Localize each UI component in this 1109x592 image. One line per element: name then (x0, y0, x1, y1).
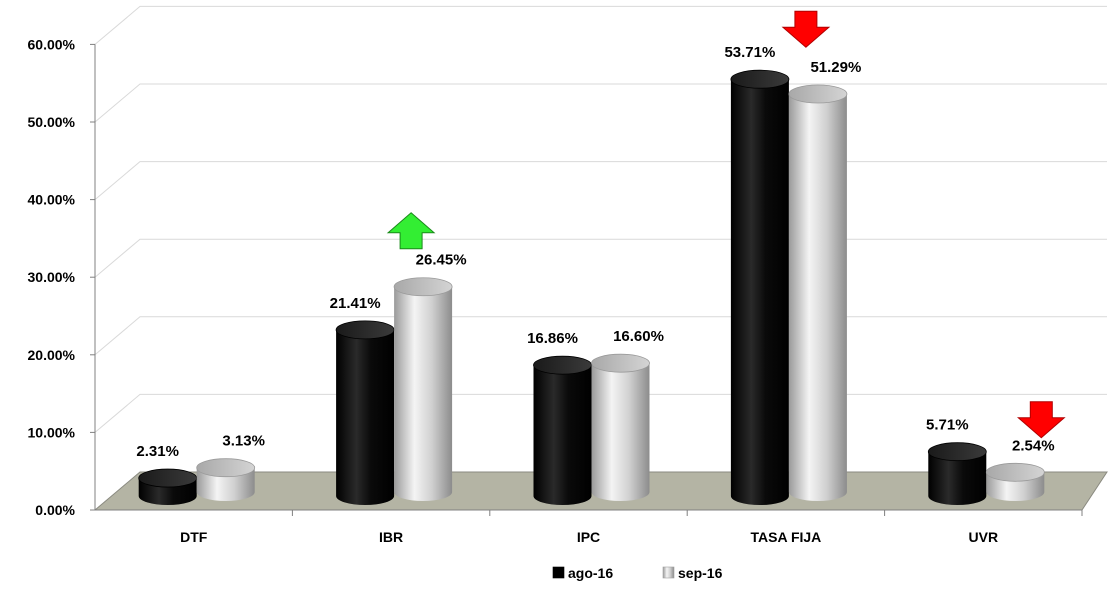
bar-body (533, 365, 592, 505)
data-label: 3.13% (222, 433, 265, 450)
bar-top (393, 277, 453, 297)
bar-top (138, 468, 198, 488)
bar-body (336, 329, 395, 505)
data-label: 16.60% (613, 328, 664, 345)
gridline (94, 161, 1107, 200)
bar-body (788, 93, 847, 502)
bar (393, 277, 453, 501)
arrow-up-icon (386, 212, 436, 250)
bar-body (730, 79, 789, 506)
axes: 0.00% 10.00% 20.00% 30.00% 40.00% 50.00% 60.00… (28, 36, 1083, 545)
y-tick-label: 20.00% (28, 347, 76, 363)
bar-top (196, 458, 256, 478)
legend: ago-16 sep-16 (552, 565, 723, 581)
data-labels: 2.31% 3.13% 21.41% 26.45% 16.86% 16.60% 53.71%… (136, 44, 1054, 460)
bar (533, 355, 592, 505)
bar (985, 462, 1045, 501)
data-label: 26.45% (416, 252, 467, 269)
trend-arrows (386, 10, 1066, 439)
y-tick-label: 10.00% (28, 424, 76, 440)
bar-top (730, 69, 790, 89)
gridline (94, 238, 1107, 278)
bar (788, 84, 848, 502)
gridline (94, 5, 1107, 45)
bar-top (927, 442, 987, 462)
legend-label: sep-16 (678, 565, 723, 581)
bar (196, 458, 256, 501)
arrow-down-icon (781, 10, 831, 48)
y-tick-label: 60.00% (28, 36, 76, 52)
bar-body (394, 286, 453, 501)
bar-top (591, 353, 650, 373)
gridline (94, 83, 1107, 123)
data-label: 51.29% (810, 59, 861, 76)
category-label: UVR (969, 529, 999, 545)
category-label: DTF (180, 529, 208, 545)
bar-body (928, 451, 987, 505)
bar (927, 442, 987, 505)
bar-top (985, 462, 1045, 482)
y-tick-label: 50.00% (28, 114, 76, 130)
category-label: TASA FIJA (751, 529, 822, 545)
bar (138, 468, 198, 505)
data-label: 21.41% (330, 295, 381, 312)
data-label: 2.54% (1012, 437, 1055, 454)
legend-swatch (552, 566, 565, 579)
bars (138, 69, 1045, 506)
bar-body (196, 467, 255, 501)
category-label: IBR (379, 529, 403, 545)
bar-top (533, 355, 592, 375)
y-tick-label: 0.00% (35, 502, 75, 518)
category-label: IPC (577, 529, 600, 545)
bar (730, 69, 790, 506)
legend-swatch (662, 566, 675, 579)
bar (335, 320, 395, 505)
data-label: 2.31% (136, 443, 179, 460)
data-label: 16.86% (527, 330, 578, 347)
bar-top (335, 320, 395, 340)
legend-label: ago-16 (568, 565, 613, 581)
gridline (94, 316, 1107, 356)
y-tick-label: 40.00% (28, 192, 76, 208)
bar-top (788, 84, 848, 104)
y-tick-label: 30.00% (28, 269, 76, 285)
bar-body (591, 363, 650, 501)
bar (591, 353, 650, 501)
arrow-down-icon (1016, 401, 1066, 439)
data-label: 5.71% (926, 417, 969, 434)
data-label: 53.71% (724, 44, 775, 61)
